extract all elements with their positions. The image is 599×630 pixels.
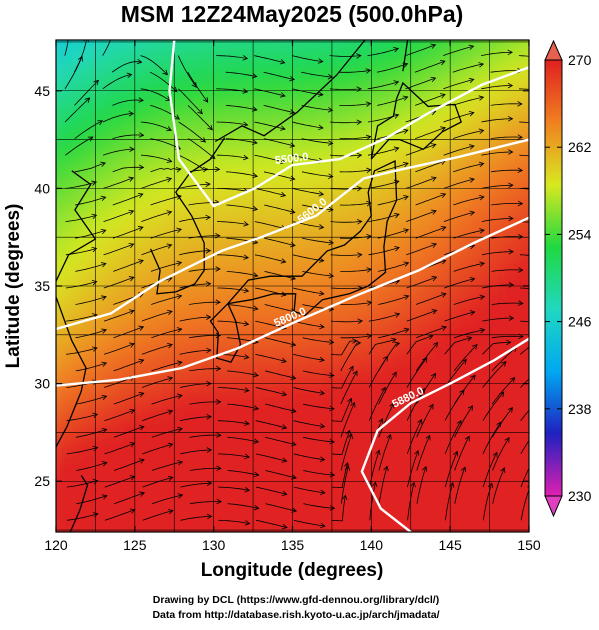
y-tick-label: 35 [34,278,50,294]
x-tick-label: 150 [517,537,541,553]
x-axis-label: Longitude (degrees) [201,560,384,581]
colorbar-body [544,59,563,497]
colorbar-tick-label: 246 [568,314,592,330]
x-tick-label: 140 [360,537,384,553]
x-tick-label: 135 [281,537,305,553]
colorbar-tick-label: 238 [568,401,592,417]
y-axis: 25 30 35 40 45 [34,83,529,489]
y-tick-label: 45 [34,83,50,99]
x-tick-label: 120 [44,537,68,553]
colorbar-tick-label: 270 [568,52,592,68]
colorbar-max-arrow [544,39,563,61]
colorbar-tick-label: 262 [568,139,592,155]
y-tick-label: 25 [34,473,50,489]
contour-line [360,337,529,532]
y-tick-label: 40 [34,180,50,196]
temperature-field [56,40,529,532]
credit-line-2: Data from http://database.rish.kyoto-u.a… [152,609,439,621]
credit-line-1: Drawing by DCL (https://www.gfd-dennou.o… [153,594,439,606]
streamlines [64,40,529,530]
chart-title: MSM 12Z24May2025 (500.0hPa) [121,1,464,27]
y-axis-label: Latitude (degrees) [3,204,24,369]
contour-line [56,138,529,331]
gridlines [56,40,529,532]
colorbar-tick-label: 230 [568,488,592,504]
y-tick-label: 30 [34,376,50,392]
x-tick-label: 125 [123,537,147,553]
x-tick-label: 145 [438,537,462,553]
x-tick-label: 130 [202,537,226,553]
contour-line [56,216,529,387]
colorbar: 230 238 246 254 262 270 [544,39,592,518]
x-axis: 120 125 130 135 140 145 150 [44,40,541,553]
colorbar-tick-label: 254 [568,226,592,242]
contour-line [168,40,529,208]
contour-label: 5500.0 [274,151,309,167]
colorbar-min-arrow [544,495,563,518]
